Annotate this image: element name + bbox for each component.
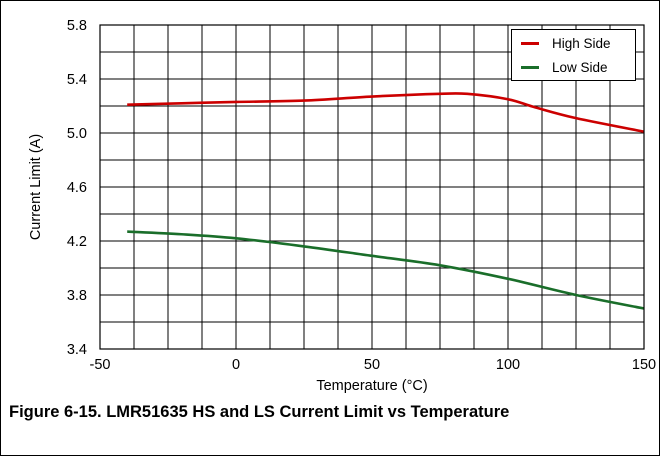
plot-border: [99, 24, 645, 350]
x-axis-ticks: -50 0 50 100 150: [90, 357, 657, 373]
series-line-low-side: [127, 230, 645, 310]
x-axis-label: Temperature (°C): [316, 378, 427, 394]
x-tick-label: 0: [232, 357, 240, 373]
x-tick-label: 100: [496, 357, 520, 373]
y-tick-label: 3.4: [67, 342, 87, 358]
x-tick-label: 50: [364, 357, 380, 373]
y-tick-label: 5.4: [67, 72, 87, 88]
legend-item-low-side: Low Side: [512, 57, 608, 77]
figure-caption: Figure 6-15. LMR51635 HS and LS Current …: [9, 403, 510, 421]
y-axis-ticks: 3.4 3.8 4.2 4.6 5.0 5.4 5.8: [67, 18, 87, 358]
series-line-high-side: [127, 92, 645, 133]
y-tick-label: 4.2: [67, 234, 87, 250]
grid-lines: [100, 25, 644, 349]
legend: High Side Low Side: [511, 29, 636, 81]
x-tick-label: 150: [632, 357, 656, 373]
y-axis-label: Current Limit (A): [28, 134, 44, 240]
y-tick-label: 5.8: [67, 18, 87, 34]
legend-swatch-low-side: [521, 65, 539, 69]
legend-label-high-side: High Side: [552, 35, 611, 51]
y-tick-label: 3.8: [67, 288, 87, 304]
series-lines: [127, 92, 645, 310]
y-tick-label: 4.6: [67, 180, 87, 196]
legend-label-low-side: Low Side: [552, 59, 608, 75]
x-tick-label: -50: [90, 357, 111, 373]
legend-item-high-side: High Side: [512, 33, 611, 53]
y-tick-label: 5.0: [67, 126, 87, 142]
legend-swatch-high-side: [521, 41, 539, 45]
